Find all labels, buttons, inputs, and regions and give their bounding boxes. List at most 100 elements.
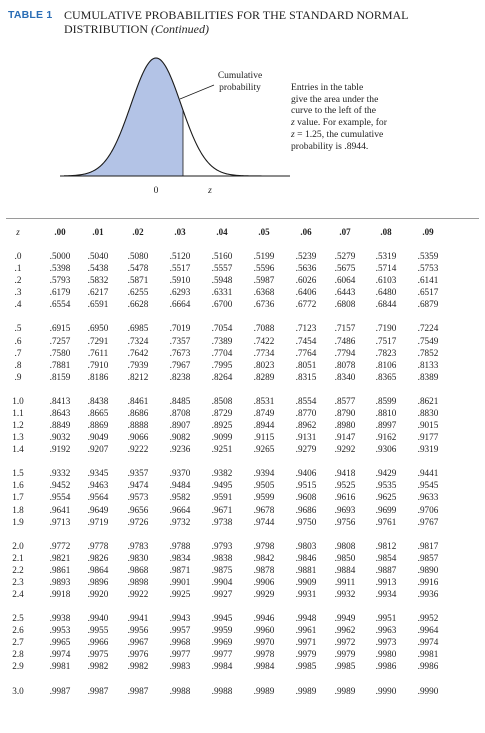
probability-cell: .9984 bbox=[253, 661, 275, 672]
probability-cell: .6217 bbox=[87, 287, 109, 298]
probability-cell: .9857 bbox=[417, 552, 439, 563]
probability-cell: .8461 bbox=[127, 395, 149, 406]
probability-cell: .9871 bbox=[169, 564, 191, 575]
row-z-value: 1.0 bbox=[12, 395, 24, 406]
probability-cell: .9177 bbox=[417, 432, 439, 443]
probability-cell: .9956 bbox=[127, 625, 149, 636]
probability-cell: .9948 bbox=[295, 613, 317, 624]
probability-cell: .9943 bbox=[169, 613, 191, 624]
probability-cell: .7486 bbox=[334, 335, 356, 346]
probability-cell: .9554 bbox=[49, 492, 71, 503]
probability-cell: .9222 bbox=[127, 444, 149, 455]
probability-cell: .9732 bbox=[169, 516, 191, 527]
row-z-value: 1.4 bbox=[12, 444, 24, 455]
probability-cell: .8212 bbox=[127, 371, 149, 382]
probability-cell: .7580 bbox=[49, 347, 71, 358]
probability-cell: .9952 bbox=[417, 613, 439, 624]
probability-cell: .8888 bbox=[127, 420, 149, 430]
probability-cell: .9941 bbox=[127, 613, 149, 624]
probability-cell: .5753 bbox=[417, 263, 439, 274]
column-header: .05 bbox=[258, 227, 270, 237]
probability-cell: .7794 bbox=[334, 347, 356, 358]
probability-cell: .9864 bbox=[87, 564, 109, 575]
probability-cell: .5636 bbox=[295, 263, 317, 274]
probability-cell: .6554 bbox=[49, 299, 71, 310]
probability-cell: .9911 bbox=[334, 576, 356, 587]
probability-cell: .7019 bbox=[169, 323, 191, 334]
probability-cell: .7190 bbox=[375, 323, 397, 334]
probability-cell: .9147 bbox=[334, 432, 356, 443]
probability-cell: .9976 bbox=[127, 649, 149, 660]
probability-cell: .9382 bbox=[211, 468, 233, 479]
probability-cell: .7881 bbox=[49, 359, 71, 370]
probability-cell: .6879 bbox=[417, 299, 439, 310]
column-header: .07 bbox=[339, 227, 351, 237]
probability-cell: .9750 bbox=[295, 516, 317, 527]
probability-cell: .9207 bbox=[87, 444, 109, 455]
row-z-value: 2.5 bbox=[12, 613, 24, 624]
probability-cell: .9893 bbox=[49, 576, 71, 587]
probability-cell: .5871 bbox=[127, 275, 149, 286]
probability-cell: .8907 bbox=[169, 420, 191, 430]
probability-cell: .9922 bbox=[127, 589, 149, 599]
probability-cell: .9664 bbox=[169, 504, 191, 515]
row-z-value: .0 bbox=[14, 251, 22, 261]
probability-cell: .8264 bbox=[211, 371, 233, 382]
probability-cell: .8340 bbox=[334, 371, 356, 382]
probability-cell: .9962 bbox=[334, 625, 356, 636]
probability-cell: .9916 bbox=[417, 576, 439, 587]
probability-cell: .9192 bbox=[49, 444, 71, 455]
probability-cell: .5160 bbox=[211, 251, 233, 261]
column-header: .02 bbox=[132, 227, 144, 237]
probability-cell: .9484 bbox=[169, 480, 191, 491]
probability-cell: .5398 bbox=[49, 263, 71, 274]
probability-cell: .5279 bbox=[334, 251, 356, 261]
probability-cell: .9767 bbox=[417, 516, 439, 527]
probability-cell: .5596 bbox=[253, 263, 275, 274]
normal-curve-figure: Cumulative probability 0 z bbox=[60, 57, 290, 196]
probability-cell: .9131 bbox=[295, 432, 317, 443]
row-z-value: 3.0 bbox=[12, 685, 24, 696]
probability-cell: .5832 bbox=[87, 275, 109, 286]
probability-cell: .9463 bbox=[87, 480, 109, 491]
row-z-value: .7 bbox=[14, 347, 22, 358]
probability-cell: .9945 bbox=[211, 613, 233, 624]
probability-cell: .7291 bbox=[87, 335, 109, 346]
probability-cell: .7088 bbox=[253, 323, 275, 334]
probability-cell: .9980 bbox=[375, 649, 397, 660]
probability-cell: .9236 bbox=[169, 444, 191, 455]
probability-cell: .5517 bbox=[169, 263, 191, 274]
probability-cell: .9854 bbox=[375, 552, 397, 563]
probability-cell: .6368 bbox=[253, 287, 275, 298]
probability-cell: .5319 bbox=[375, 251, 397, 261]
probability-cell: .8997 bbox=[375, 420, 397, 430]
probability-cell: .9909 bbox=[295, 576, 317, 587]
probability-cell: .9878 bbox=[253, 564, 275, 575]
row-z-value: .1 bbox=[14, 263, 22, 274]
probability-cell: .6331 bbox=[211, 287, 233, 298]
probability-cell: .9927 bbox=[211, 589, 233, 599]
probability-cell: .9306 bbox=[375, 444, 397, 455]
probability-cell: .9931 bbox=[295, 589, 317, 599]
probability-cell: .9049 bbox=[87, 432, 109, 443]
probability-cell: .6517 bbox=[417, 287, 439, 298]
probability-cell: .9793 bbox=[211, 540, 233, 551]
probability-cell: .9938 bbox=[49, 613, 71, 624]
probability-cell: .7704 bbox=[211, 347, 233, 358]
probability-cell: .8577 bbox=[334, 395, 356, 406]
note-line-1: Entries in the table bbox=[291, 82, 364, 93]
probability-cell: .9452 bbox=[49, 480, 71, 491]
row-z-value: 2.7 bbox=[12, 637, 24, 648]
probability-cell: .9686 bbox=[295, 504, 317, 515]
probability-cell: .9656 bbox=[127, 504, 149, 515]
probability-cell: .8508 bbox=[211, 395, 233, 406]
row-z-value: 1.2 bbox=[12, 420, 24, 430]
column-header-row: z .00 .01 .02 .03 .04 .05 .06 .07 .08 .09 bbox=[0, 227, 485, 239]
probability-cell: .9370 bbox=[169, 468, 191, 479]
probability-cell: .8289 bbox=[253, 371, 275, 382]
probability-cell: .9066 bbox=[127, 432, 149, 443]
probability-cell: .9719 bbox=[87, 516, 109, 527]
probability-cell: .7852 bbox=[417, 347, 439, 358]
probability-cell: .7823 bbox=[375, 347, 397, 358]
probability-cell: .7324 bbox=[127, 335, 149, 346]
